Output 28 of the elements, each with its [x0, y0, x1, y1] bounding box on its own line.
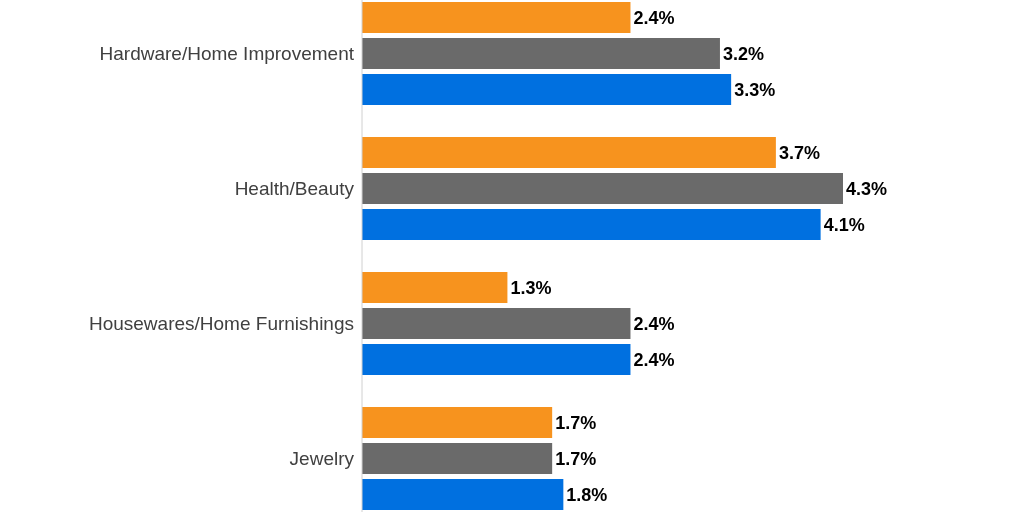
- data-label: 4.3%: [846, 178, 888, 199]
- y-tick-label: Hardware/Home Improvement: [99, 43, 355, 65]
- data-label: 1.7%: [555, 412, 597, 433]
- bar: [362, 74, 732, 105]
- bar: [362, 38, 720, 69]
- bar: [362, 137, 776, 168]
- y-tick-label: Housewares/Home Furnishings: [88, 313, 354, 335]
- bar: [362, 173, 843, 204]
- bar: [362, 2, 631, 33]
- bar: [362, 479, 564, 510]
- data-label: 2.4%: [633, 7, 675, 28]
- data-label: 1.7%: [555, 448, 597, 469]
- data-label: 4.1%: [823, 214, 865, 235]
- data-label: 3.3%: [734, 79, 776, 100]
- data-label: 3.2%: [722, 43, 764, 64]
- bar: [362, 407, 553, 438]
- bar: [362, 443, 553, 474]
- bar: [362, 209, 821, 240]
- data-label: 1.8%: [566, 484, 608, 505]
- bar: [362, 272, 508, 303]
- data-label: 2.4%: [633, 349, 675, 370]
- y-tick-label: Jewelry: [289, 448, 355, 470]
- data-label: 1.3%: [510, 277, 552, 298]
- y-tick-label: Health/Beauty: [234, 178, 355, 200]
- data-label: 3.7%: [778, 142, 820, 163]
- bar: [362, 308, 631, 339]
- data-label: 2.4%: [633, 313, 675, 334]
- bar: [362, 344, 631, 375]
